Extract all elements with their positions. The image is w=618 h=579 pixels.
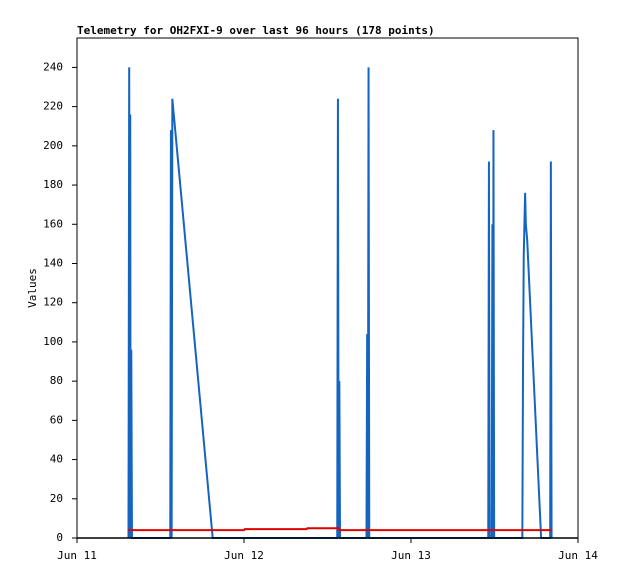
series-line	[127, 527, 552, 532]
y-tick-label: 200	[43, 139, 63, 152]
y-tick-label: 40	[50, 453, 63, 466]
x-tick-label: Jun 14	[558, 549, 598, 562]
plot-frame	[76, 37, 579, 539]
y-tick-label: 140	[43, 256, 63, 269]
y-tick-label: 0	[56, 531, 63, 544]
y-tick-label: 240	[43, 60, 63, 73]
y-tick-label: 60	[50, 413, 63, 426]
y-axis-label: Values	[26, 268, 39, 308]
y-tick-label: 100	[43, 335, 63, 348]
x-tick-label: Jun 12	[224, 549, 264, 562]
y-tick-label: 180	[43, 178, 63, 191]
series-line	[127, 67, 553, 539]
x-tick-label: Jun 13	[391, 549, 431, 562]
chart-title: Telemetry for OH2FXI-9 over last 96 hour…	[77, 24, 435, 37]
x-tick-label: Jun 11	[57, 549, 97, 562]
y-tick-label: 160	[43, 217, 63, 230]
y-tick-label: 20	[50, 492, 63, 505]
y-tick-label: 80	[50, 374, 63, 387]
y-tick-label: 220	[43, 100, 63, 113]
y-tick-label: 120	[43, 296, 63, 309]
